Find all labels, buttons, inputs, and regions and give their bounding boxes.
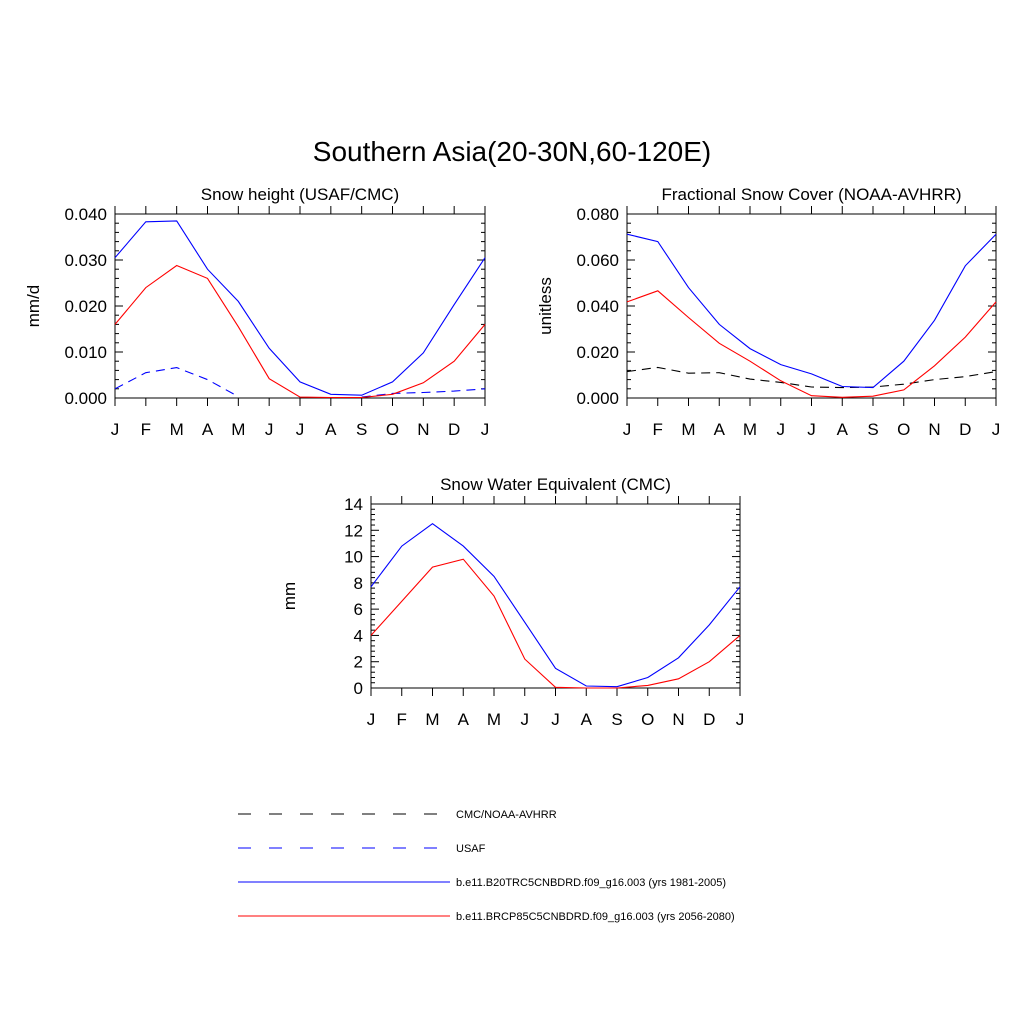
x-tick-label: J bbox=[265, 420, 274, 439]
x-tick-label: D bbox=[703, 710, 715, 729]
x-tick-label: F bbox=[397, 710, 407, 729]
x-tick-label: M bbox=[231, 420, 245, 439]
plot-frame bbox=[114, 213, 486, 399]
plot-frame bbox=[626, 213, 997, 399]
series-line bbox=[626, 290, 997, 398]
x-tick-label: J bbox=[551, 710, 560, 729]
y-tick-label: 4 bbox=[354, 626, 363, 645]
x-tick-label: J bbox=[777, 420, 786, 439]
x-tick-label: J bbox=[807, 420, 816, 439]
x-tick-label: D bbox=[959, 420, 971, 439]
y-tick-label: 0.060 bbox=[576, 251, 619, 270]
y-tick-label: 0 bbox=[354, 679, 363, 698]
x-tick-label: S bbox=[356, 420, 367, 439]
series-line bbox=[114, 367, 486, 398]
x-tick-label: N bbox=[928, 420, 940, 439]
y-tick-label: 0.040 bbox=[576, 297, 619, 316]
x-tick-label: J bbox=[992, 420, 1001, 439]
legend-label: CMC/NOAA-AVHRR bbox=[456, 809, 557, 821]
panel-snow-height: Snow height (USAF/CMC) mm/d 0.000 0.010 0.02… bbox=[24, 185, 489, 439]
y-tick-label: 0.080 bbox=[576, 205, 619, 224]
legend-label: USAF bbox=[456, 843, 486, 855]
y-tick-label: 8 bbox=[354, 574, 363, 593]
y-tick-label: 6 bbox=[354, 600, 363, 619]
x-tick-label: J bbox=[111, 420, 120, 439]
y-axis-label: mm/d bbox=[24, 285, 43, 328]
x-tick-label: A bbox=[581, 710, 593, 729]
x-tick-label: J bbox=[296, 420, 305, 439]
figure-title: Southern Asia(20-30N,60-120E) bbox=[312, 136, 712, 167]
x-tick-label: J bbox=[481, 420, 490, 439]
x-tick-label: J bbox=[623, 420, 632, 439]
x-tick-label: F bbox=[653, 420, 663, 439]
series-line bbox=[370, 558, 741, 689]
y-tick-label: 0.000 bbox=[576, 389, 619, 408]
y-tick-label: 0.000 bbox=[64, 389, 107, 408]
y-axis-label: unitless bbox=[536, 277, 555, 335]
series-line bbox=[114, 220, 486, 396]
x-tick-label: A bbox=[325, 420, 337, 439]
x-tick-label: M bbox=[425, 710, 439, 729]
x-tick-label: M bbox=[487, 710, 501, 729]
y-tick-label: 0.040 bbox=[64, 205, 107, 224]
y-tick-label: 0.030 bbox=[64, 251, 107, 270]
panel-title: Fractional Snow Cover (NOAA-AVHRR) bbox=[661, 185, 961, 204]
x-tick-label: F bbox=[141, 420, 151, 439]
panel-title: Snow height (USAF/CMC) bbox=[201, 185, 399, 204]
x-tick-label: J bbox=[367, 710, 376, 729]
legend-label: b.e11.BRCP85C5CNBDRD.f09_g16.003 (yrs 20… bbox=[456, 911, 735, 923]
legend-label: b.e11.B20TRC5CNBDRD.f09_g16.003 (yrs 198… bbox=[456, 877, 726, 889]
x-tick-label: A bbox=[202, 420, 214, 439]
panel-fractional-snow-cover: Fractional Snow Cover (NOAA-AVHRR) unitle… bbox=[536, 185, 1000, 439]
x-tick-label: M bbox=[681, 420, 695, 439]
plot-frame bbox=[370, 503, 741, 689]
x-tick-label: A bbox=[837, 420, 849, 439]
x-tick-label: N bbox=[672, 710, 684, 729]
x-tick-label: J bbox=[521, 710, 530, 729]
x-tick-label: D bbox=[448, 420, 460, 439]
series-line bbox=[114, 264, 486, 399]
y-tick-label: 0.020 bbox=[576, 343, 619, 362]
series-line bbox=[370, 523, 741, 688]
x-tick-label: O bbox=[641, 710, 654, 729]
y-tick-label: 0.010 bbox=[64, 343, 107, 362]
x-tick-label: S bbox=[611, 710, 622, 729]
series-line bbox=[626, 233, 997, 389]
x-tick-label: A bbox=[458, 710, 470, 729]
y-axis-label: mm bbox=[280, 582, 299, 610]
x-tick-label: S bbox=[867, 420, 878, 439]
x-tick-label: M bbox=[170, 420, 184, 439]
y-tick-label: 12 bbox=[344, 521, 363, 540]
x-tick-label: O bbox=[386, 420, 399, 439]
y-tick-label: 14 bbox=[344, 495, 363, 514]
y-tick-label: 10 bbox=[344, 548, 363, 567]
y-tick-label: 2 bbox=[354, 653, 363, 672]
legend: CMC/NOAA-AVHRR USAF b.e11.B20TRC5CNBDRD.f0… bbox=[238, 809, 735, 923]
panel-snow-water-equivalent: Snow Water Equivalent (CMC) mm 0 2 4 6 8 10 12 14… bbox=[280, 475, 744, 729]
x-tick-label: O bbox=[897, 420, 910, 439]
panel-title: Snow Water Equivalent (CMC) bbox=[440, 475, 671, 494]
x-tick-label: J bbox=[736, 710, 745, 729]
series-line bbox=[626, 366, 997, 389]
y-tick-label: 0.020 bbox=[64, 297, 107, 316]
x-tick-label: M bbox=[743, 420, 757, 439]
x-tick-label: N bbox=[417, 420, 429, 439]
x-tick-label: A bbox=[714, 420, 726, 439]
